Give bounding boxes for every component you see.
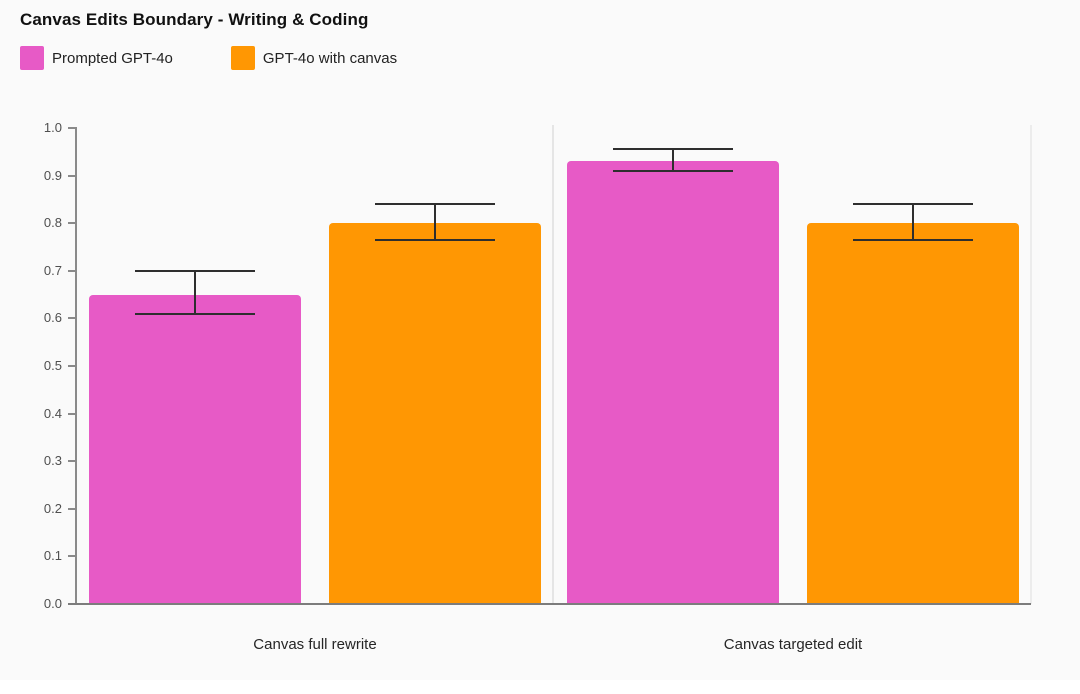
- x-axis-baseline: [68, 603, 1031, 605]
- error-bar-cap-low-gpt-4o-with-canvas-canvas-full-rewrite: [375, 238, 495, 241]
- error-bar-cap-high-prompted-gpt-4o-canvas-full-rewrite: [135, 269, 255, 272]
- error-bar-cap-high-prompted-gpt-4o-canvas-targeted-edit: [613, 148, 733, 151]
- y-axis-line: [75, 128, 77, 604]
- group-separator-line: [552, 125, 554, 604]
- y-axis-tick-label: 0.5: [43, 358, 62, 373]
- error-bar-cap-high-gpt-4o-with-canvas-canvas-full-rewrite: [375, 203, 495, 206]
- bar-gpt-4o-with-canvas-canvas-full-rewrite: [329, 223, 541, 604]
- legend: Prompted GPT-4o GPT-4o with canvas: [20, 46, 397, 70]
- y-axis-tick: [68, 412, 77, 415]
- plot-right-border-line: [1030, 125, 1032, 604]
- bar-chart-plot-area: Canvas full rewrite Canvas targeted edit 0…: [43, 120, 1032, 653]
- y-axis-tick: [68, 507, 77, 510]
- y-axis-tick-label: 0.0: [43, 596, 62, 611]
- y-axis-tick-label: 0.6: [43, 310, 62, 326]
- bar-prompted-gpt-4o-canvas-targeted-edit: [567, 161, 779, 604]
- legend-item-prompted-gpt-4o: Prompted GPT-4o: [20, 46, 173, 70]
- error-bar-cap-low-prompted-gpt-4o-canvas-targeted-edit: [613, 169, 733, 172]
- y-axis-tick: [68, 365, 77, 367]
- y-axis-tick-label: 0.8: [43, 215, 62, 231]
- x-axis-category-label: Canvas full rewrite: [253, 636, 377, 653]
- error-bar-line-gpt-4o-with-canvas-canvas-full-rewrite: [434, 204, 436, 240]
- error-bar-line-gpt-4o-with-canvas-canvas-targeted-edit: [912, 204, 914, 240]
- error-bar-cap-low-gpt-4o-with-canvas-canvas-targeted-edit: [853, 238, 973, 241]
- y-axis-tick: [68, 460, 77, 463]
- bar-prompted-gpt-4o-canvas-full-rewrite: [89, 294, 301, 604]
- legend-label-prompted-gpt-4o: Prompted GPT-4o: [52, 49, 173, 67]
- y-axis-tick-label: 1.0: [43, 120, 62, 135]
- y-axis-tick-label: 0.2: [43, 500, 62, 516]
- chart-canvas: Canvas Edits Boundary - Writing & Coding…: [20, 10, 1032, 653]
- y-axis-tick-label: 0.7: [43, 262, 62, 278]
- y-axis-tick-label: 0.9: [43, 167, 62, 183]
- legend-swatch-prompted-gpt-4o: [20, 46, 44, 70]
- y-axis-tick: [68, 127, 77, 129]
- y-axis-tick-label: 0.1: [43, 548, 62, 564]
- error-bar-cap-low-prompted-gpt-4o-canvas-full-rewrite: [135, 312, 255, 315]
- y-axis-tick: [68, 222, 77, 225]
- legend-item-gpt-4o-with-canvas: GPT-4o with canvas: [230, 46, 398, 70]
- error-bar-line-prompted-gpt-4o-canvas-targeted-edit: [672, 149, 674, 171]
- y-axis-tick: [68, 317, 77, 320]
- y-axis-tick: [68, 555, 77, 558]
- y-axis-tick-label: 0.4: [43, 405, 62, 421]
- legend-label-gpt-4o-with-canvas: GPT-4o with canvas: [262, 49, 398, 67]
- bar-gpt-4o-with-canvas-canvas-targeted-edit: [807, 223, 1019, 604]
- y-axis-tick-label: 0.3: [43, 453, 62, 469]
- y-axis-tick: [68, 174, 77, 177]
- legend-swatch-gpt-4o-with-canvas: [230, 46, 255, 70]
- y-axis-tick: [68, 269, 77, 272]
- x-axis-category-label: Canvas targeted edit: [723, 636, 863, 653]
- error-bar-line-prompted-gpt-4o-canvas-full-rewrite: [194, 270, 196, 314]
- error-bar-cap-high-gpt-4o-with-canvas-canvas-targeted-edit: [853, 203, 973, 206]
- chart-title: Canvas Edits Boundary - Writing & Coding: [20, 10, 369, 29]
